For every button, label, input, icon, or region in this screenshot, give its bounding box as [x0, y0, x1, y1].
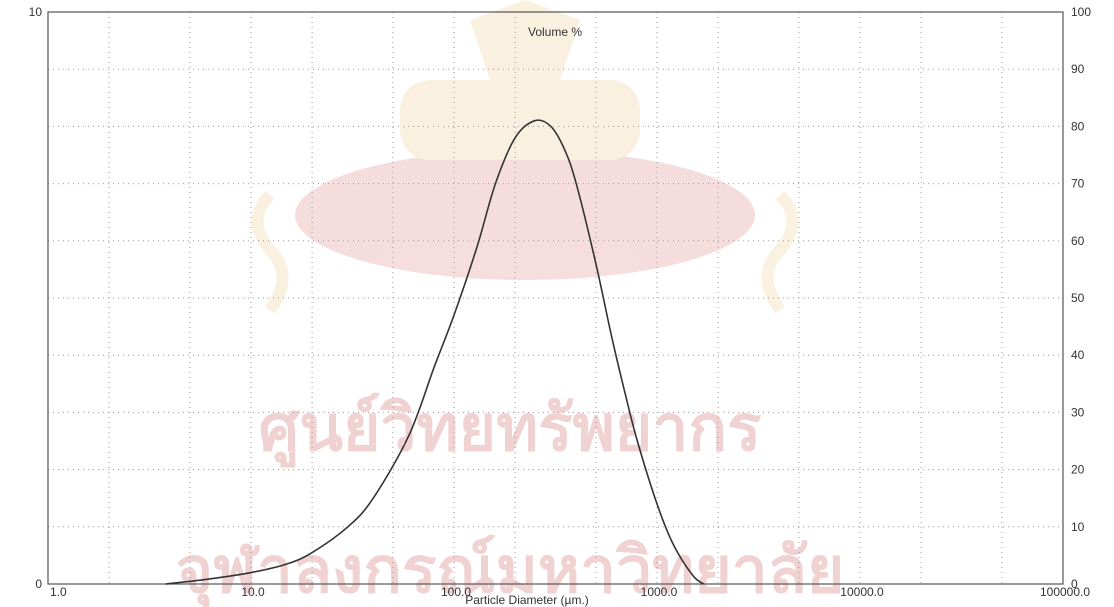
- x-tick-label: 10000.0: [840, 585, 884, 599]
- x-axis-ticks: 1.0 10.0 100.0 1000.0 10000.0 100000.0: [50, 585, 1090, 599]
- y-left-axis-ticks: 0 10: [29, 5, 43, 591]
- y-right-tick-label: 20: [1071, 463, 1085, 477]
- y-right-tick-label: 50: [1071, 291, 1085, 305]
- x-tick-label: 1000.0: [641, 585, 678, 599]
- watermark-line-1: ศูนย์วิทยทรัพยากร: [259, 392, 762, 468]
- series-line: [165, 119, 705, 585]
- y-right-tick-label: 80: [1071, 119, 1085, 133]
- x-tick-label: 100.0: [441, 585, 471, 599]
- y-right-tick-label: 70: [1071, 177, 1085, 191]
- series-group: [165, 119, 705, 585]
- plot-frame: [47, 11, 1064, 585]
- x-axis-title: Particle Diameter (µm.): [465, 593, 589, 607]
- y-right-tick-label: 100: [1071, 5, 1091, 19]
- x-tick-label: 100000.0: [1040, 585, 1090, 599]
- chart-title: Volume %: [528, 25, 582, 39]
- y-right-tick-label: 40: [1071, 348, 1085, 362]
- y-right-axis-ticks: 0 10 20 30 40 50 60 70 80 90 100: [1071, 5, 1091, 591]
- university-seal-watermark: [251, 0, 799, 314]
- x-tick-label: 10.0: [241, 585, 265, 599]
- y-right-tick-label: 60: [1071, 234, 1085, 248]
- y-left-tick-label: 0: [35, 577, 42, 591]
- y-right-tick-label: 30: [1071, 405, 1085, 419]
- watermark-line-2: จุฬาลงกรณ์มหาวิทยาลัย: [176, 534, 845, 607]
- x-tick-label: 1.0: [50, 585, 67, 599]
- y-left-tick-label: 10: [29, 5, 43, 19]
- y-right-tick-label: 90: [1071, 62, 1085, 76]
- y-right-tick-label: 0: [1071, 577, 1078, 591]
- y-right-tick-label: 10: [1071, 520, 1085, 534]
